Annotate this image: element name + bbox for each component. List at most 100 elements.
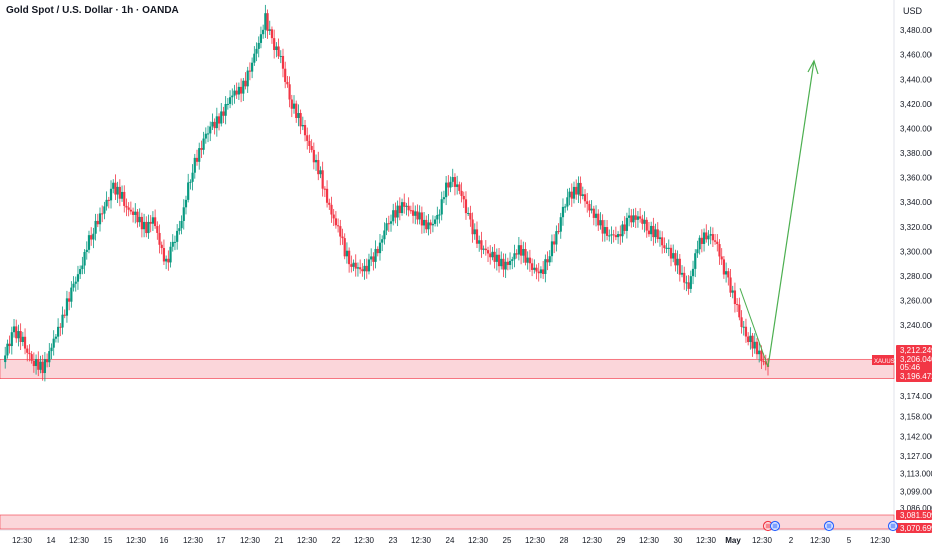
- candle-body[interactable]: [4, 355, 7, 363]
- candle-body[interactable]: [378, 242, 382, 254]
- candle-body[interactable]: [758, 350, 761, 355]
- candle-body[interactable]: [504, 261, 507, 270]
- candle-body[interactable]: [112, 182, 115, 189]
- candle-body[interactable]: [733, 290, 737, 305]
- candle-body[interactable]: [213, 121, 216, 129]
- candle-body[interactable]: [760, 350, 763, 362]
- candle-body[interactable]: [727, 271, 730, 278]
- candle-body[interactable]: [447, 182, 450, 188]
- candle-body[interactable]: [237, 86, 240, 95]
- candle-body[interactable]: [50, 347, 53, 352]
- candle-body[interactable]: [246, 70, 249, 87]
- candle-body[interactable]: [471, 219, 474, 235]
- candle-body[interactable]: [211, 121, 214, 127]
- candle-body[interactable]: [57, 326, 60, 337]
- candle-body[interactable]: [392, 210, 395, 222]
- candle-body[interactable]: [500, 258, 503, 267]
- candle-body[interactable]: [189, 181, 192, 183]
- candle-body[interactable]: [145, 221, 148, 234]
- candle-body[interactable]: [105, 199, 108, 207]
- candle-body[interactable]: [445, 182, 448, 198]
- candle-body[interactable]: [279, 55, 282, 57]
- candle-body[interactable]: [312, 149, 315, 163]
- candle-body[interactable]: [751, 335, 754, 349]
- candle-body[interactable]: [129, 209, 132, 212]
- candle-body[interactable]: [354, 262, 357, 269]
- candle-body[interactable]: [559, 217, 562, 232]
- candle-body[interactable]: [332, 214, 335, 219]
- candle-body[interactable]: [553, 241, 556, 245]
- candle-body[interactable]: [286, 81, 289, 85]
- candle-body[interactable]: [257, 42, 260, 49]
- candle-body[interactable]: [383, 230, 386, 240]
- candle-body[interactable]: [90, 235, 93, 240]
- candle-body[interactable]: [420, 212, 423, 226]
- candle-body[interactable]: [228, 97, 232, 104]
- candle-body[interactable]: [264, 13, 267, 30]
- candle-body[interactable]: [731, 290, 734, 293]
- candle-body[interactable]: [762, 361, 765, 363]
- candle-body[interactable]: [363, 265, 366, 272]
- candle-body[interactable]: [28, 352, 31, 355]
- candle-body[interactable]: [667, 247, 670, 249]
- candle-body[interactable]: [87, 235, 91, 250]
- candle-body[interactable]: [396, 205, 399, 218]
- candle-body[interactable]: [427, 222, 430, 230]
- candle-body[interactable]: [524, 248, 527, 263]
- candle-body[interactable]: [650, 225, 653, 235]
- candle-body[interactable]: [436, 214, 439, 220]
- candle-body[interactable]: [195, 157, 199, 162]
- candle-body[interactable]: [374, 248, 377, 262]
- candle-body[interactable]: [142, 221, 146, 230]
- candle-body[interactable]: [572, 186, 576, 199]
- candle-body[interactable]: [242, 80, 245, 94]
- candle-body[interactable]: [418, 212, 421, 220]
- projection-arrow[interactable]: [767, 60, 815, 368]
- candle-body[interactable]: [191, 172, 194, 182]
- candle-body[interactable]: [85, 249, 88, 252]
- candle-body[interactable]: [621, 224, 624, 237]
- candle-body[interactable]: [702, 232, 706, 244]
- candle-body[interactable]: [566, 197, 569, 207]
- candle-body[interactable]: [643, 219, 646, 224]
- candle-body[interactable]: [425, 219, 428, 230]
- candle-body[interactable]: [550, 241, 554, 257]
- candle-body[interactable]: [462, 195, 465, 200]
- candle-body[interactable]: [495, 254, 498, 262]
- candle-body[interactable]: [469, 213, 472, 220]
- candle-body[interactable]: [292, 103, 296, 109]
- candle-body[interactable]: [755, 341, 759, 355]
- candle-body[interactable]: [453, 177, 457, 187]
- candle-body[interactable]: [636, 216, 640, 220]
- candle-body[interactable]: [131, 211, 135, 215]
- candle-body[interactable]: [431, 223, 434, 226]
- candle-body[interactable]: [204, 133, 207, 139]
- candle-body[interactable]: [68, 298, 71, 302]
- candle-body[interactable]: [639, 216, 642, 219]
- candle-body[interactable]: [162, 248, 166, 262]
- candle-body[interactable]: [30, 354, 33, 361]
- candle-body[interactable]: [136, 211, 139, 223]
- candle-body[interactable]: [497, 254, 501, 267]
- candle-body[interactable]: [65, 298, 69, 316]
- candle-body[interactable]: [266, 13, 269, 31]
- currency-label[interactable]: USD: [903, 6, 923, 16]
- candle-body[interactable]: [171, 241, 174, 247]
- candle-body[interactable]: [542, 269, 545, 275]
- candle-body[interactable]: [403, 202, 406, 207]
- candle-body[interactable]: [506, 261, 509, 265]
- candle-body[interactable]: [325, 188, 329, 203]
- candle-body[interactable]: [588, 203, 591, 211]
- support-zone[interactable]: [0, 358, 895, 379]
- candle-body[interactable]: [206, 133, 210, 135]
- candle-body[interactable]: [248, 70, 252, 72]
- candle-body[interactable]: [337, 225, 340, 227]
- candle-body[interactable]: [341, 236, 344, 239]
- candle-body[interactable]: [451, 177, 454, 182]
- candle-body[interactable]: [8, 343, 11, 347]
- candle-body[interactable]: [74, 281, 77, 284]
- candle-body[interactable]: [76, 274, 80, 282]
- candle-body[interactable]: [262, 29, 265, 35]
- candle-body[interactable]: [182, 207, 185, 221]
